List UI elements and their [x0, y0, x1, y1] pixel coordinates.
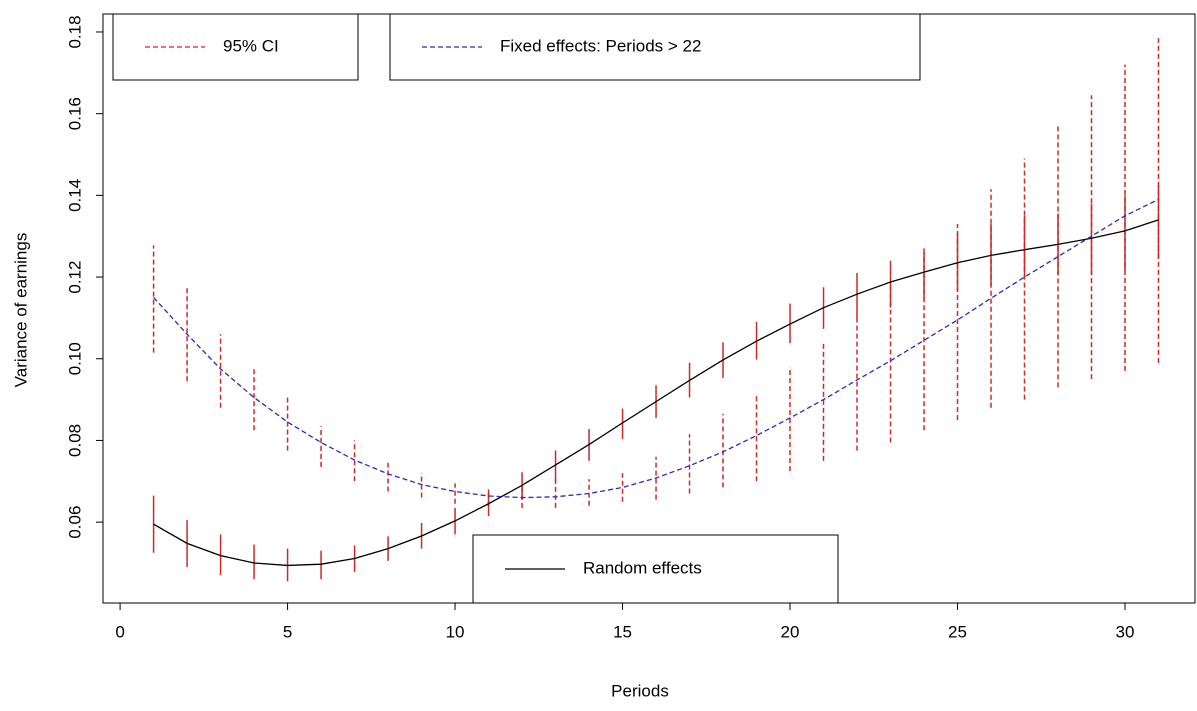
x-tick-label: 10	[446, 622, 465, 641]
y-tick-label: 0.18	[65, 15, 84, 48]
x-tick-label: 0	[115, 622, 124, 641]
plot-frame	[102, 13, 1196, 604]
x-axis-label: Periods	[611, 681, 669, 700]
x-tick-label: 20	[781, 622, 800, 641]
y-tick-label: 0.14	[65, 179, 84, 212]
legend-label: 95% CI	[223, 36, 279, 55]
series-line	[153, 198, 1159, 499]
x-tick-label: 30	[1116, 622, 1135, 641]
x-tick-label: 25	[948, 622, 967, 641]
x-tick-label: 5	[283, 622, 292, 641]
legend-label: Random effects	[583, 558, 702, 577]
x-tick-label: 15	[613, 622, 632, 641]
y-tick-label: 0.08	[65, 424, 84, 457]
y-tick-label: 0.06	[65, 506, 84, 539]
y-tick-label: 0.10	[65, 342, 84, 375]
legend-label: Fixed effects: Periods > 22	[500, 36, 701, 55]
y-axis-label: Variance of earnings	[11, 233, 30, 388]
y-tick-label: 0.16	[65, 97, 84, 130]
series-line	[153, 219, 1159, 567]
y-tick-label: 0.12	[65, 261, 84, 294]
